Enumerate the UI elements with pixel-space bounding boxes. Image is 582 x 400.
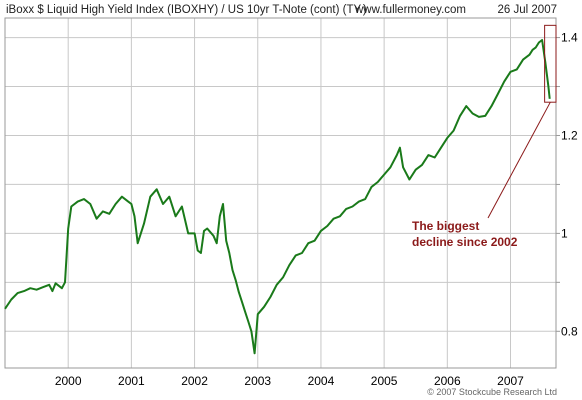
x-tick-label: 2002	[181, 374, 208, 388]
x-tick-label: 2005	[371, 374, 398, 388]
y-tick-label: 1.2	[561, 128, 578, 142]
chart-title: iBoxx $ Liquid High Yield Index (IBOXHY)…	[6, 4, 367, 16]
x-tick-label: 2000	[55, 374, 82, 388]
copyright: © 2007 Stockcube Research Ltd	[427, 387, 557, 397]
source-site: www.fullermoney.com	[354, 4, 466, 16]
annotation-line-1: The biggest	[412, 219, 479, 233]
x-tick-label: 2007	[497, 374, 524, 388]
x-tick-label: 2006	[434, 374, 461, 388]
x-tick-label: 2001	[118, 374, 145, 388]
x-tick-label: 2004	[308, 374, 335, 388]
annotation-pointer	[487, 101, 551, 219]
annotation-box	[544, 24, 557, 103]
x-axis: 2000 2001 2002 2003 2004 2005 2006 2007	[55, 374, 524, 388]
y-axis: 1.4 1.2 1 0.8	[556, 31, 578, 338]
annotation-line-2: decline since 2002	[412, 235, 518, 249]
y-tick-label: 1	[561, 226, 568, 240]
y-tick-label: 1.4	[561, 31, 578, 45]
y-tick-label: 0.8	[561, 324, 578, 338]
x-tick-label: 2003	[244, 374, 271, 388]
series-line	[4, 39, 551, 355]
grid	[5, 18, 556, 368]
plot-frame	[4, 17, 557, 369]
chart-date: 26 Jul 2007	[498, 4, 557, 16]
